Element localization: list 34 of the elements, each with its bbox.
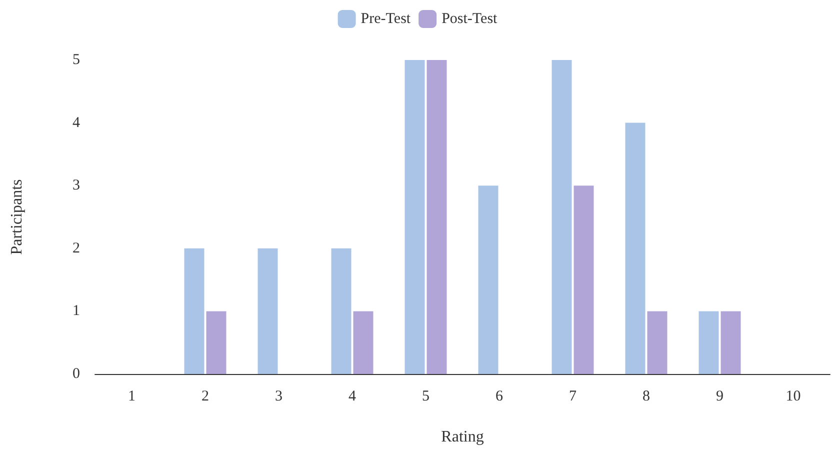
legend-label: Post-Test [442,11,498,27]
y-tick-label: 4 [72,114,80,131]
bar [647,311,668,374]
y-tick-label: 0 [72,366,80,382]
bar [258,248,278,374]
x-tick-label: 8 [642,388,650,404]
x-tick-label: 2 [202,388,209,404]
x-tick-label: 7 [569,388,577,404]
bar [404,60,425,374]
bar [331,248,352,374]
x-tick-label: 10 [786,388,801,404]
x-tick-label: 1 [128,388,136,404]
y-axis-title: Participants [8,179,26,255]
legend-label: Pre-Test [360,11,412,27]
y-tick-label: 1 [72,303,80,320]
bar [698,311,719,374]
bar [552,60,572,374]
y-tick-label: 5 [72,52,80,68]
x-tick-label: 9 [716,388,724,404]
bar [720,311,741,374]
y-tick-label: 3 [72,178,80,194]
x-tick-label: 4 [348,388,356,404]
y-tick-label: 2 [72,240,80,256]
bar [206,311,226,374]
x-tick-label: 6 [496,388,504,404]
bar [625,122,646,374]
bar [574,186,594,374]
bar [478,186,498,374]
x-tick-label: 3 [275,388,282,404]
bar [184,248,204,374]
x-axis-title: Rating [441,428,484,446]
x-tick-label: 5 [422,388,430,404]
bar [353,311,374,374]
bar [426,60,447,374]
